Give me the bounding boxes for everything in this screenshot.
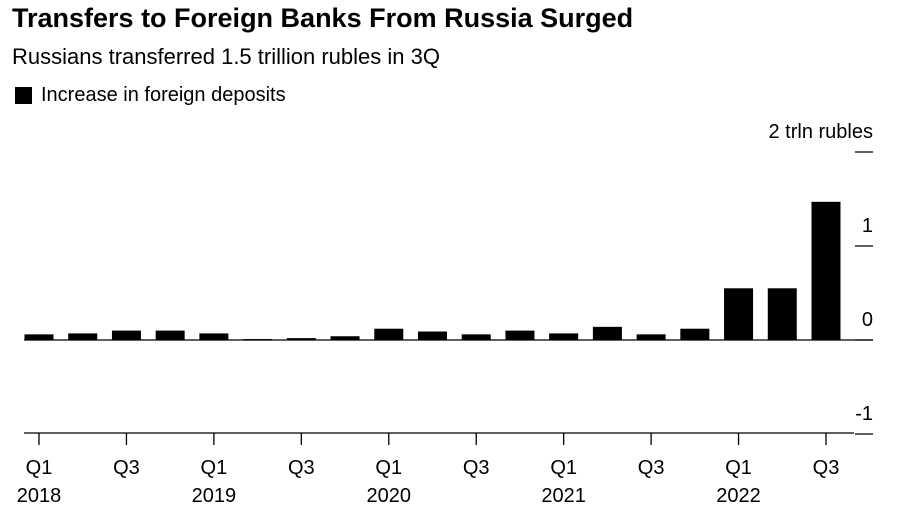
bar bbox=[811, 201, 841, 340]
bar bbox=[636, 334, 666, 340]
x-tick-label-quarter: Q3 bbox=[288, 457, 315, 479]
x-tick-label-quarter: Q1 bbox=[26, 457, 53, 479]
bar bbox=[155, 330, 185, 340]
y-tick-label: 1 bbox=[862, 215, 873, 237]
bar bbox=[767, 288, 797, 340]
bar bbox=[286, 338, 316, 340]
y-tick-label: 2 trln rubles bbox=[769, 121, 874, 143]
bar bbox=[24, 334, 54, 340]
bar bbox=[374, 328, 404, 340]
bar bbox=[330, 336, 360, 340]
bar bbox=[680, 328, 710, 340]
bar bbox=[461, 334, 491, 340]
x-tick-label-year: 2020 bbox=[367, 485, 412, 507]
x-tick-label-quarter: Q3 bbox=[813, 457, 840, 479]
x-tick-label-year: 2022 bbox=[716, 485, 761, 507]
bar bbox=[592, 326, 622, 340]
bar bbox=[549, 333, 579, 340]
x-tick-label-year: 2018 bbox=[17, 485, 62, 507]
bar bbox=[199, 333, 229, 340]
bar bbox=[111, 330, 141, 340]
x-tick-label-quarter: Q3 bbox=[113, 457, 140, 479]
chart-subtitle: Russians transferred 1.5 trillion rubles… bbox=[12, 44, 440, 69]
x-tick-label-quarter: Q3 bbox=[638, 457, 665, 479]
x-tick-label-quarter: Q3 bbox=[463, 457, 490, 479]
bar bbox=[505, 330, 535, 340]
chart-title: Transfers to Foreign Banks From Russia S… bbox=[12, 3, 634, 33]
bar bbox=[418, 331, 447, 340]
x-tick-label-quarter: Q1 bbox=[201, 457, 228, 479]
legend-swatch bbox=[15, 87, 32, 104]
legend: Increase in foreign deposits bbox=[12, 84, 286, 107]
x-tick-label-year: 2019 bbox=[192, 485, 237, 507]
x-tick-label-quarter: Q1 bbox=[375, 457, 402, 479]
y-tick-label: 0 bbox=[862, 309, 873, 331]
x-tick-label-year: 2021 bbox=[541, 485, 586, 507]
bar bbox=[724, 288, 754, 340]
bar bbox=[68, 333, 98, 340]
legend-label: Increase in foreign deposits bbox=[41, 84, 286, 106]
y-tick-label: -1 bbox=[855, 403, 873, 425]
x-tick-label-quarter: Q1 bbox=[725, 457, 752, 479]
x-tick-label-quarter: Q1 bbox=[550, 457, 577, 479]
